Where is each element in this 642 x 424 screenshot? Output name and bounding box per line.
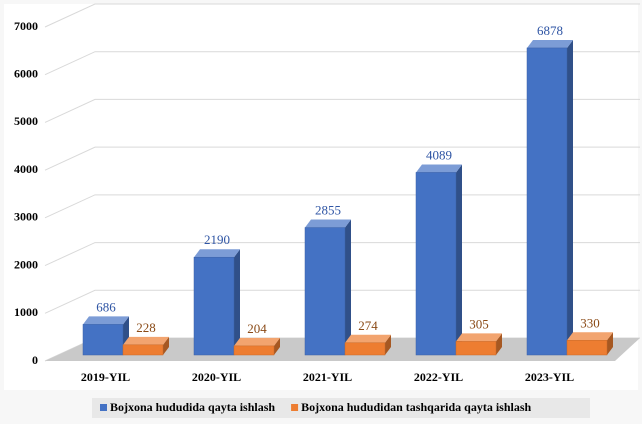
bar-top [416, 164, 462, 173]
legend-label: Bojxona hududidan tashqarida qayta ishla… [301, 400, 531, 414]
legend-label: Bojxona hududida qayta ishlash [110, 400, 275, 414]
bar [455, 333, 502, 356]
bar-top [305, 219, 351, 228]
data-label: 228 [136, 320, 156, 335]
bar [233, 337, 280, 356]
y-tick-label: 1000 [14, 305, 38, 319]
bar-top [83, 316, 129, 325]
data-label: 204 [247, 321, 267, 336]
bar-front [82, 324, 124, 356]
bar-top [527, 39, 573, 48]
bar-top [567, 332, 613, 341]
bar-top [194, 249, 240, 258]
data-label: 274 [358, 318, 378, 333]
bar-side [607, 332, 613, 355]
bar-side [385, 334, 391, 355]
y-tick-label: 6000 [14, 66, 38, 80]
bar [122, 336, 169, 356]
data-label: 2855 [315, 203, 341, 218]
legend-swatch [100, 404, 107, 411]
bar-front [193, 256, 235, 356]
bar-side [345, 219, 351, 355]
grid-line [44, 98, 640, 123]
bar-front [526, 47, 568, 356]
bar [566, 332, 613, 356]
bar [82, 316, 129, 356]
bar [526, 39, 573, 356]
y-tick-label: 4000 [14, 162, 38, 176]
y-tick-label: 7000 [14, 19, 38, 33]
bar-front [233, 345, 275, 356]
data-label: 6878 [537, 23, 563, 38]
y-tick-label: 2000 [14, 257, 38, 271]
grid-line [44, 51, 640, 76]
x-tick-label: 2019-YIL [81, 370, 130, 384]
data-label: 305 [469, 316, 489, 331]
bar-side [456, 164, 462, 355]
x-tick-label: 2022-YIL [414, 370, 463, 384]
bar-front [455, 341, 497, 356]
bar [344, 334, 391, 356]
bar-front [122, 344, 164, 356]
data-label: 330 [580, 315, 600, 330]
legend-box [92, 398, 590, 418]
bar [415, 164, 462, 356]
data-label: 2190 [204, 232, 230, 247]
bar-side [163, 336, 169, 355]
bar-front [304, 227, 346, 356]
bar-side [567, 39, 573, 355]
x-tick-label: 2021-YIL [303, 370, 352, 384]
y-tick-label: 0 [32, 353, 38, 367]
bar [193, 249, 240, 356]
grid-line [44, 146, 640, 171]
bar-side [496, 333, 502, 355]
bar-side [274, 337, 280, 355]
bar-top [456, 333, 502, 342]
x-tick-label: 2020-YIL [192, 370, 241, 384]
legend-swatch [291, 404, 299, 411]
grid-line [44, 3, 640, 28]
bar-top [345, 334, 391, 343]
data-label: 4089 [426, 147, 452, 162]
bar-front [566, 340, 608, 356]
bar-top [123, 336, 169, 345]
bar-front [415, 172, 457, 356]
x-tick-label: 2023-YIL [525, 370, 574, 384]
bar-top [234, 337, 280, 346]
y-tick-label: 5000 [14, 114, 38, 128]
bar-front [344, 342, 386, 356]
data-label: 686 [96, 299, 116, 314]
bar [304, 219, 351, 356]
bar-side [234, 249, 240, 355]
y-tick-label: 3000 [14, 210, 38, 224]
